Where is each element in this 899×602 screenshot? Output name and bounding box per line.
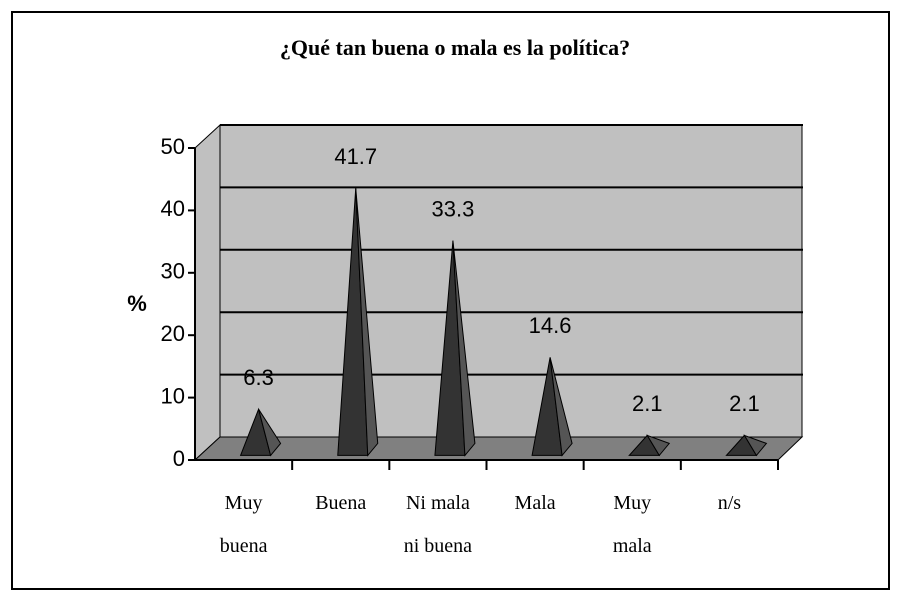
data-label: 41.7 [334, 144, 377, 169]
chart-title: ¿Qué tan buena o mala es la política? [280, 35, 630, 60]
y-tick-label: 40 [161, 196, 185, 221]
x-tick-label: Ni mala ni buena [403, 492, 473, 557]
bar [531, 357, 573, 457]
y-tick-label: 10 [161, 383, 185, 408]
bar [239, 407, 282, 457]
x-tick-label: Mala [514, 492, 556, 514]
floor [193, 436, 804, 461]
side-wall [194, 123, 221, 462]
data-label: 2.1 [729, 391, 760, 416]
y-tick-label: 20 [161, 321, 185, 346]
data-label: 14.6 [529, 313, 572, 338]
bar [628, 434, 671, 457]
bar [725, 434, 768, 457]
data-label: 6.3 [243, 365, 274, 390]
back-wall [219, 124, 803, 438]
bar-side [549, 357, 573, 457]
x-tick-label: n/s [717, 492, 742, 514]
bar-side [452, 240, 476, 457]
x-tick-label: Buena [315, 492, 367, 514]
bar-side [646, 434, 671, 457]
data-label: 2.1 [632, 391, 663, 416]
bar [434, 240, 476, 457]
y-tick-label: 50 [161, 134, 185, 159]
y-tick-label: 0 [173, 446, 185, 471]
bar-side [355, 188, 379, 457]
y-tick-label: 30 [161, 259, 185, 284]
y-axis-label: % [127, 291, 147, 316]
bar-side [258, 408, 282, 457]
bar [337, 188, 379, 457]
data-label: 33.3 [432, 197, 475, 222]
x-tick-label: Muy buena [219, 492, 268, 557]
bar-side [743, 434, 768, 457]
x-tick-label: Muy mala [612, 492, 652, 557]
